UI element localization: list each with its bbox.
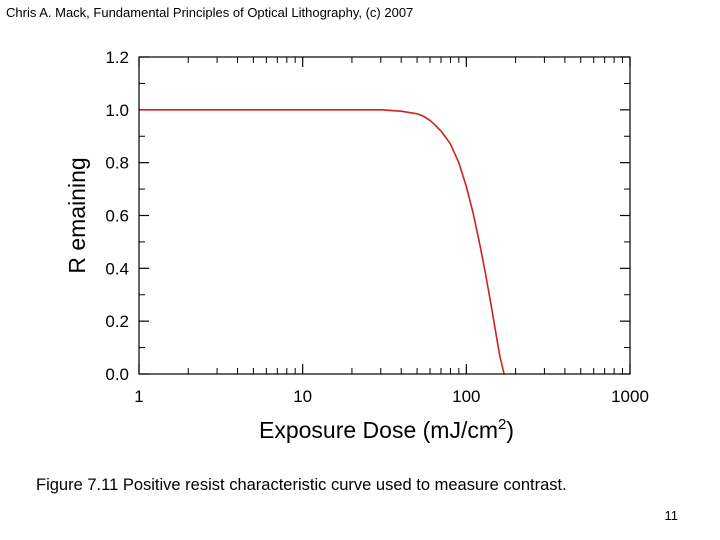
x-tick-label: 10 bbox=[293, 387, 312, 406]
x-tick-label: 1000 bbox=[611, 387, 649, 406]
y-tick-label: 0.8 bbox=[105, 154, 129, 173]
y-axis-title: R emaining bbox=[64, 157, 90, 273]
x-axis-title-superscript: 2 bbox=[498, 416, 506, 433]
characteristic-curve-chart: 1 10 100 1000 0.0 0.2 0.4 0.6 0.8 1.0 1.2 Exposure… bbox=[64, 48, 649, 443]
slide-header: Chris A. Mack, Fundamental Principles of… bbox=[6, 5, 414, 20]
y-tick-label: 1.0 bbox=[105, 101, 129, 120]
y-tick-label: 0.0 bbox=[105, 365, 129, 384]
x-axis-title: Exposure Dose (mJ/cm2) bbox=[259, 416, 514, 443]
major-ticks bbox=[138, 56, 631, 375]
page-number: 11 bbox=[664, 508, 679, 523]
series-line-resist-remaining bbox=[139, 109, 505, 375]
x-axis-title-suffix: ) bbox=[506, 417, 514, 443]
minor-ticks bbox=[139, 57, 630, 374]
plot-frame bbox=[138, 56, 631, 375]
tick-labels: 1 10 100 1000 0.0 0.2 0.4 0.6 0.8 1.0 1.2 bbox=[105, 48, 649, 406]
y-tick-label: 0.2 bbox=[105, 312, 129, 331]
y-tick-label: 1.2 bbox=[105, 48, 129, 67]
figure-caption: Figure 7.11 Positive resist characterist… bbox=[36, 476, 567, 494]
x-tick-label: 100 bbox=[452, 387, 480, 406]
y-tick-label: 0.6 bbox=[105, 207, 129, 226]
x-tick-label: 1 bbox=[134, 387, 143, 406]
x-axis-title-main: Exposure Dose (mJ/cm bbox=[259, 417, 498, 443]
y-tick-label: 0.4 bbox=[105, 259, 129, 278]
